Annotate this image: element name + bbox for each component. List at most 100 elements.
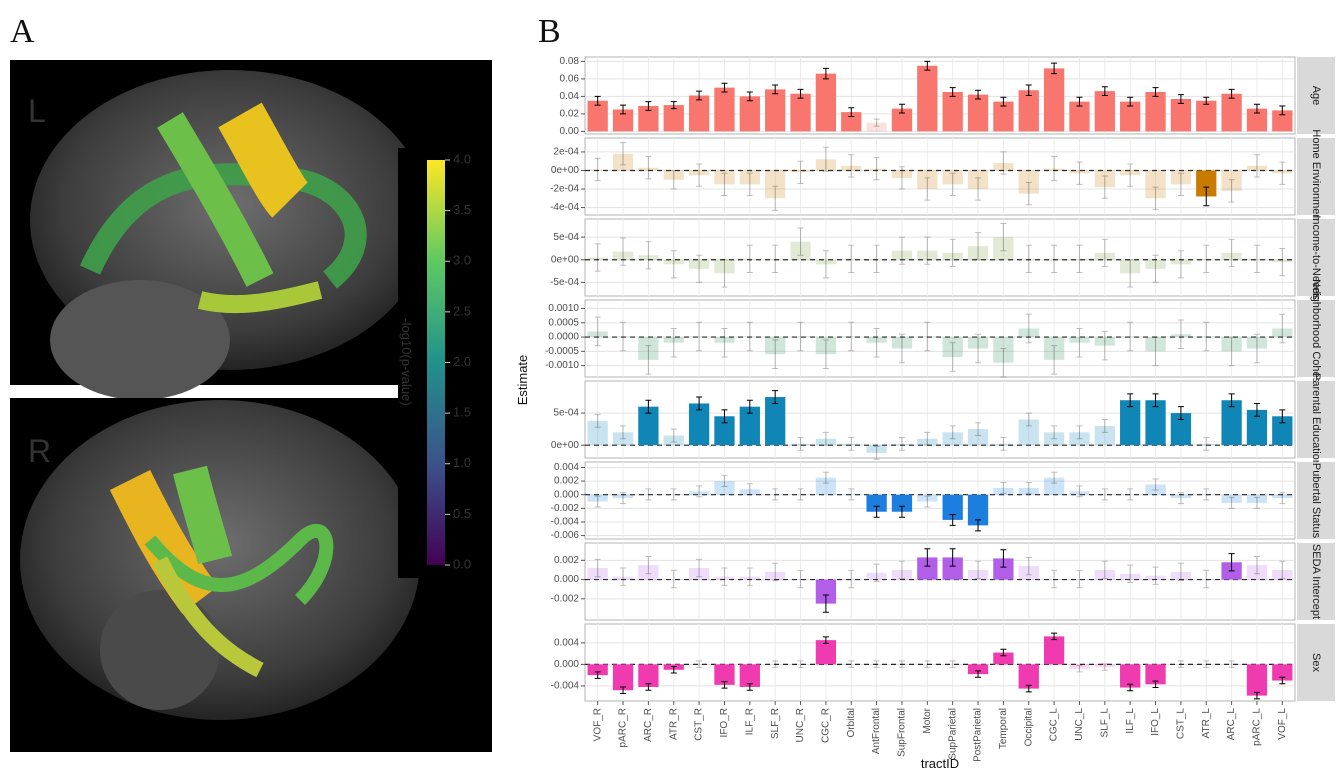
bar xyxy=(689,96,709,132)
bar xyxy=(765,89,785,131)
colorbar-tick-label: 0.5 xyxy=(453,506,471,521)
y-tick-label: 0.000 xyxy=(554,659,579,670)
y-tick-label: -0.002 xyxy=(551,593,580,604)
x-tick-label: UNC_R xyxy=(795,708,806,742)
colorbar-tick-label: 3.5 xyxy=(453,202,471,217)
y-tick-label: 0.002 xyxy=(554,476,579,487)
y-tick-label: -0.004 xyxy=(551,681,580,692)
x-tick-label: SLF_R xyxy=(770,708,781,739)
strip-label: Home Environment xyxy=(1310,129,1322,223)
colorbar-tick-label: 4.0 xyxy=(453,151,471,166)
x-tick-label: ILF_L xyxy=(1125,708,1136,734)
y-tick-label: 5e-04 xyxy=(553,408,579,419)
figure: A B L R -log10(p-value) Estimate tractID… xyxy=(0,0,1339,776)
bar xyxy=(613,664,633,690)
x-tick-label: pARC_R xyxy=(618,708,629,747)
y-tick-label: 0.0000 xyxy=(548,332,579,343)
x-tick-label: Temporal xyxy=(998,708,1009,749)
x-tick-label: IFO_R xyxy=(719,708,730,737)
y-tick-label: 0.004 xyxy=(554,637,579,648)
x-tick-label: UNC_L xyxy=(1074,708,1085,741)
x-tick-label: ARC_L xyxy=(1226,708,1237,741)
y-tick-label: 0.002 xyxy=(554,555,579,566)
y-tick-label: 5e-04 xyxy=(553,232,579,243)
x-tick-label: CGC_R xyxy=(821,708,832,743)
x-tick-label: ARC_R xyxy=(643,708,654,742)
bar xyxy=(790,94,810,132)
x-tick-label: ATR_L xyxy=(1201,708,1212,739)
colorbar-tick-label: 3.0 xyxy=(453,253,471,268)
panel-background xyxy=(585,624,1295,701)
bar xyxy=(917,66,937,132)
bar xyxy=(1196,101,1216,132)
bar xyxy=(765,397,785,445)
y-tick-label: -0.004 xyxy=(551,517,580,528)
bar xyxy=(968,95,988,132)
bar xyxy=(1247,664,1267,695)
y-tick-label: 0.004 xyxy=(554,462,579,473)
bar xyxy=(740,96,760,131)
x-tick-label: VOF_L xyxy=(1277,708,1288,740)
strip-label: Sex xyxy=(1310,653,1322,672)
y-tick-label: -0.002 xyxy=(551,503,580,514)
bar xyxy=(1044,68,1064,131)
y-tick-label: -2e-04 xyxy=(550,184,579,195)
bar xyxy=(1044,636,1064,664)
y-axis-label: Estimate xyxy=(515,355,530,406)
x-tick-label: SupParietal xyxy=(947,708,958,760)
x-tick-label: CGC_L xyxy=(1049,708,1060,742)
bar xyxy=(1221,94,1241,132)
y-tick-label: -0.0005 xyxy=(545,346,579,357)
y-tick-label: 0.0010 xyxy=(548,303,579,314)
colorbar-tick-label: 0.0 xyxy=(453,556,471,571)
y-tick-label: 0.00 xyxy=(560,126,580,137)
image-label: R xyxy=(28,433,51,469)
bar xyxy=(1095,91,1115,131)
x-tick-label: Motor xyxy=(922,707,933,733)
y-tick-label: 2e-04 xyxy=(553,147,579,158)
strip-label: Age xyxy=(1310,86,1322,106)
colorbar-tick-label: 2.5 xyxy=(453,303,471,318)
x-tick-label: SLF_L xyxy=(1099,708,1110,738)
panel-label: B xyxy=(538,13,561,50)
x-tick-label: PostParietal xyxy=(973,708,984,762)
bar xyxy=(943,92,963,131)
y-tick-label: -0.0010 xyxy=(545,360,579,371)
y-tick-label: -5e-04 xyxy=(550,277,579,288)
y-tick-label: -0.006 xyxy=(551,530,580,541)
y-tick-label: 0.04 xyxy=(560,91,580,102)
panel-background xyxy=(585,219,1295,296)
x-tick-label: AntFrontal xyxy=(871,708,882,754)
strip-label: SEDA Intercept xyxy=(1310,544,1322,619)
x-tick-label: pARC_L xyxy=(1252,708,1263,746)
x-tick-label: Orbital xyxy=(846,708,857,737)
colorbar-gradient xyxy=(427,160,445,565)
x-tick-label: CST_L xyxy=(1176,708,1187,740)
y-tick-label: 0e+00 xyxy=(551,440,580,451)
colorbar-tick-label: 2.0 xyxy=(453,354,471,369)
x-tick-label: IFO_L xyxy=(1150,708,1161,736)
x-tick-label: SupFrontal xyxy=(897,708,908,757)
colorbar-tick-label: 1.5 xyxy=(453,405,471,420)
y-tick-label: 0.08 xyxy=(560,56,580,67)
y-tick-label: -4e-04 xyxy=(550,202,579,213)
image-label: L xyxy=(28,93,46,129)
y-tick-label: 0.000 xyxy=(554,574,579,585)
y-tick-label: 0.06 xyxy=(560,74,580,85)
colorbar-tick-label: 1.0 xyxy=(453,455,471,470)
x-tick-label: ATR_R xyxy=(668,708,679,740)
x-tick-label: Occipital xyxy=(1023,708,1034,746)
bar xyxy=(1145,92,1165,131)
panel-background xyxy=(585,543,1295,620)
y-tick-label: 0e+00 xyxy=(551,165,580,176)
x-tick-label: CST_R xyxy=(694,708,705,741)
colorbar-label: -log10(p-value) xyxy=(399,318,414,405)
y-tick-label: 0.000 xyxy=(554,489,579,500)
bar xyxy=(816,74,836,132)
panel-label: A xyxy=(10,13,35,50)
bar xyxy=(1019,90,1039,131)
y-tick-label: 0.0005 xyxy=(548,317,579,328)
y-tick-label: 0.02 xyxy=(560,109,580,120)
x-tick-label: VOF_R xyxy=(592,708,603,741)
bar xyxy=(714,88,734,132)
